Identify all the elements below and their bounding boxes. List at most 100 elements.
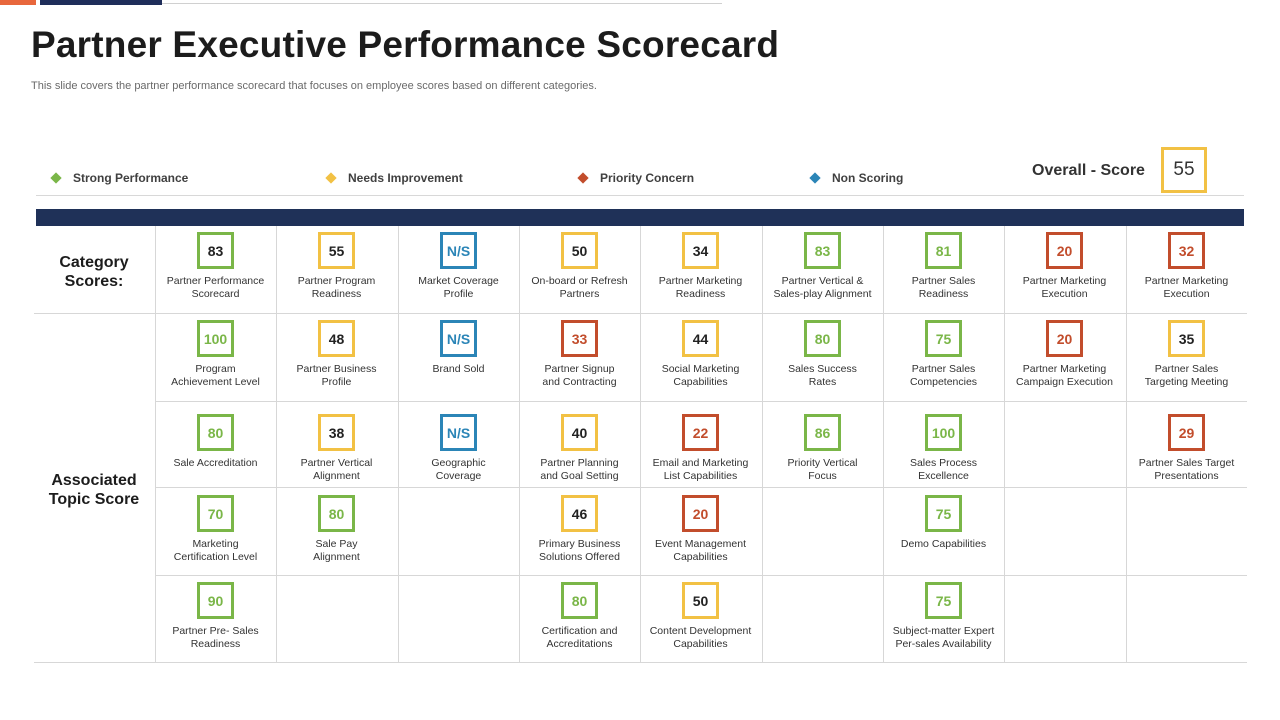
score-cell: 20 Partner Marketing Campaign Execution <box>1004 320 1125 389</box>
legend-label: Non Scoring <box>832 171 904 185</box>
score-cell: 35 Partner Sales Targeting Meeting <box>1126 320 1247 389</box>
score-cell: 22 Email and Marketing List Capabilities <box>640 414 761 483</box>
grid-column-divider <box>155 226 156 662</box>
header-bar <box>36 209 1244 226</box>
score-cell: 80 Sales Success Rates <box>762 320 883 389</box>
score-label: Email and Marketing List Capabilities <box>652 457 749 482</box>
score-label: Partner Business Profile <box>296 363 377 388</box>
grid-column-divider <box>276 226 277 662</box>
grid-column-divider <box>883 226 884 662</box>
score-cell: 46 Primary Business Solutions Offered <box>519 495 640 564</box>
score-label: Sale Accreditation <box>173 457 258 469</box>
score-value-badge: 75 <box>925 582 962 619</box>
score-label: Program Achievement Level <box>171 363 260 388</box>
score-cell: 70 Marketing Certification Level <box>155 495 276 564</box>
score-cell: 81 Partner Sales Readiness <box>883 232 1004 301</box>
score-label: Partner Pre- Sales Readiness <box>172 625 259 650</box>
score-label: Partner Planning and Goal Setting <box>540 457 619 482</box>
score-label: Priority Vertical Focus <box>787 457 858 482</box>
score-value-badge: 100 <box>197 320 234 357</box>
yellow-diamond-icon <box>325 172 337 184</box>
score-value-badge: 83 <box>197 232 234 269</box>
grid-row-divider <box>34 662 1247 663</box>
score-label: Partner Vertical & Sales-play Alignment <box>773 275 872 300</box>
score-value-badge: 35 <box>1168 320 1205 357</box>
legend-priority-concern: Priority Concern <box>577 171 694 185</box>
score-value-badge: N/S <box>440 414 477 451</box>
score-label: Partner Marketing Execution <box>1022 275 1107 300</box>
score-label: Partner Signup and Contracting <box>542 363 617 388</box>
score-label: Sales Success Rates <box>788 363 857 388</box>
score-cell: N/S Brand Sold <box>398 320 519 376</box>
legend-label: Needs Improvement <box>348 171 463 185</box>
score-value-badge: 55 <box>318 232 355 269</box>
score-cell: 75 Partner Sales Competencies <box>883 320 1004 389</box>
score-cell: 100 Sales Process Excellence <box>883 414 1004 483</box>
score-cell: 29 Partner Sales Target Presentations <box>1126 414 1247 483</box>
score-cell: 80 Certification and Accreditations <box>519 582 640 651</box>
score-label: Partner Sales Targeting Meeting <box>1144 363 1229 388</box>
score-value-badge: 44 <box>682 320 719 357</box>
score-label: Certification and Accreditations <box>541 625 618 650</box>
score-cell: 20 Event Management Capabilities <box>640 495 761 564</box>
score-value-badge: 32 <box>1168 232 1205 269</box>
score-value-badge: 80 <box>804 320 841 357</box>
score-cell: 75 Demo Capabilities <box>883 495 1004 551</box>
score-value-badge: 81 <box>925 232 962 269</box>
blue-diamond-icon <box>809 172 821 184</box>
page-subtitle: This slide covers the partner performanc… <box>31 80 597 92</box>
score-cell: 48 Partner Business Profile <box>276 320 397 389</box>
score-label: Partner Marketing Execution <box>1144 275 1229 300</box>
grid-row-divider <box>155 575 1247 576</box>
accent-bar-navy <box>40 0 162 5</box>
score-cell: 83 Partner Vertical & Sales-play Alignmen… <box>762 232 883 301</box>
score-value-badge: 90 <box>197 582 234 619</box>
score-cell: 80 Sale Accreditation <box>155 414 276 470</box>
legend-divider <box>36 195 1244 196</box>
grid-column-divider <box>1004 226 1005 662</box>
score-value-badge: 75 <box>925 320 962 357</box>
overall-score-label: Overall - Score <box>1032 162 1145 179</box>
score-value-badge: 50 <box>682 582 719 619</box>
grid-column-divider <box>640 226 641 662</box>
score-value-badge: 20 <box>682 495 719 532</box>
score-value-badge: 20 <box>1046 232 1083 269</box>
legend-label: Strong Performance <box>73 171 189 185</box>
score-value-badge: 80 <box>318 495 355 532</box>
score-label: Partner Performance Scorecard <box>166 275 265 300</box>
score-label: Partner Sales Competencies <box>909 363 978 388</box>
score-label: Social Marketing Capabilities <box>661 363 740 388</box>
legend-strong-performance: Strong Performance <box>50 171 188 185</box>
score-cell: 75 Subject-matter Expert Per-sales Availa… <box>883 582 1004 651</box>
score-cell: N/S Market Coverage Profile <box>398 232 519 301</box>
category-scores-label: Category Scores: <box>59 254 129 290</box>
grid-column-divider <box>398 226 399 662</box>
legend-non-scoring: Non Scoring <box>809 171 903 185</box>
score-cell: 50 Content Development Capabilities <box>640 582 761 651</box>
overall-score-value: 55 <box>1161 147 1207 193</box>
score-cell: 86 Priority Vertical Focus <box>762 414 883 483</box>
score-label: Geographic Coverage <box>431 457 486 482</box>
grid-column-divider <box>762 226 763 662</box>
red-diamond-icon <box>577 172 589 184</box>
score-cell: 38 Partner Vertical Alignment <box>276 414 397 483</box>
score-label: Demo Capabilities <box>900 538 987 550</box>
score-value-badge: 20 <box>1046 320 1083 357</box>
score-value-badge: 70 <box>197 495 234 532</box>
score-cell: 44 Social Marketing Capabilities <box>640 320 761 389</box>
score-cell: 33 Partner Signup and Contracting <box>519 320 640 389</box>
score-value-badge: 34 <box>682 232 719 269</box>
score-value-badge: 29 <box>1168 414 1205 451</box>
score-cell: 20 Partner Marketing Execution <box>1004 232 1125 301</box>
score-cell: 90 Partner Pre- Sales Readiness <box>155 582 276 651</box>
score-value-badge: 100 <box>925 414 962 451</box>
score-cell: 55 Partner Program Readiness <box>276 232 397 301</box>
legend-label: Priority Concern <box>600 171 695 185</box>
score-value-badge: 33 <box>561 320 598 357</box>
score-value-badge: 86 <box>804 414 841 451</box>
score-cell: 100 Program Achievement Level <box>155 320 276 389</box>
score-label: Sales Process Excellence <box>909 457 978 482</box>
score-label: Primary Business Solutions Offered <box>538 538 621 563</box>
score-label: Brand Sold <box>432 363 485 375</box>
accent-line <box>162 3 722 4</box>
